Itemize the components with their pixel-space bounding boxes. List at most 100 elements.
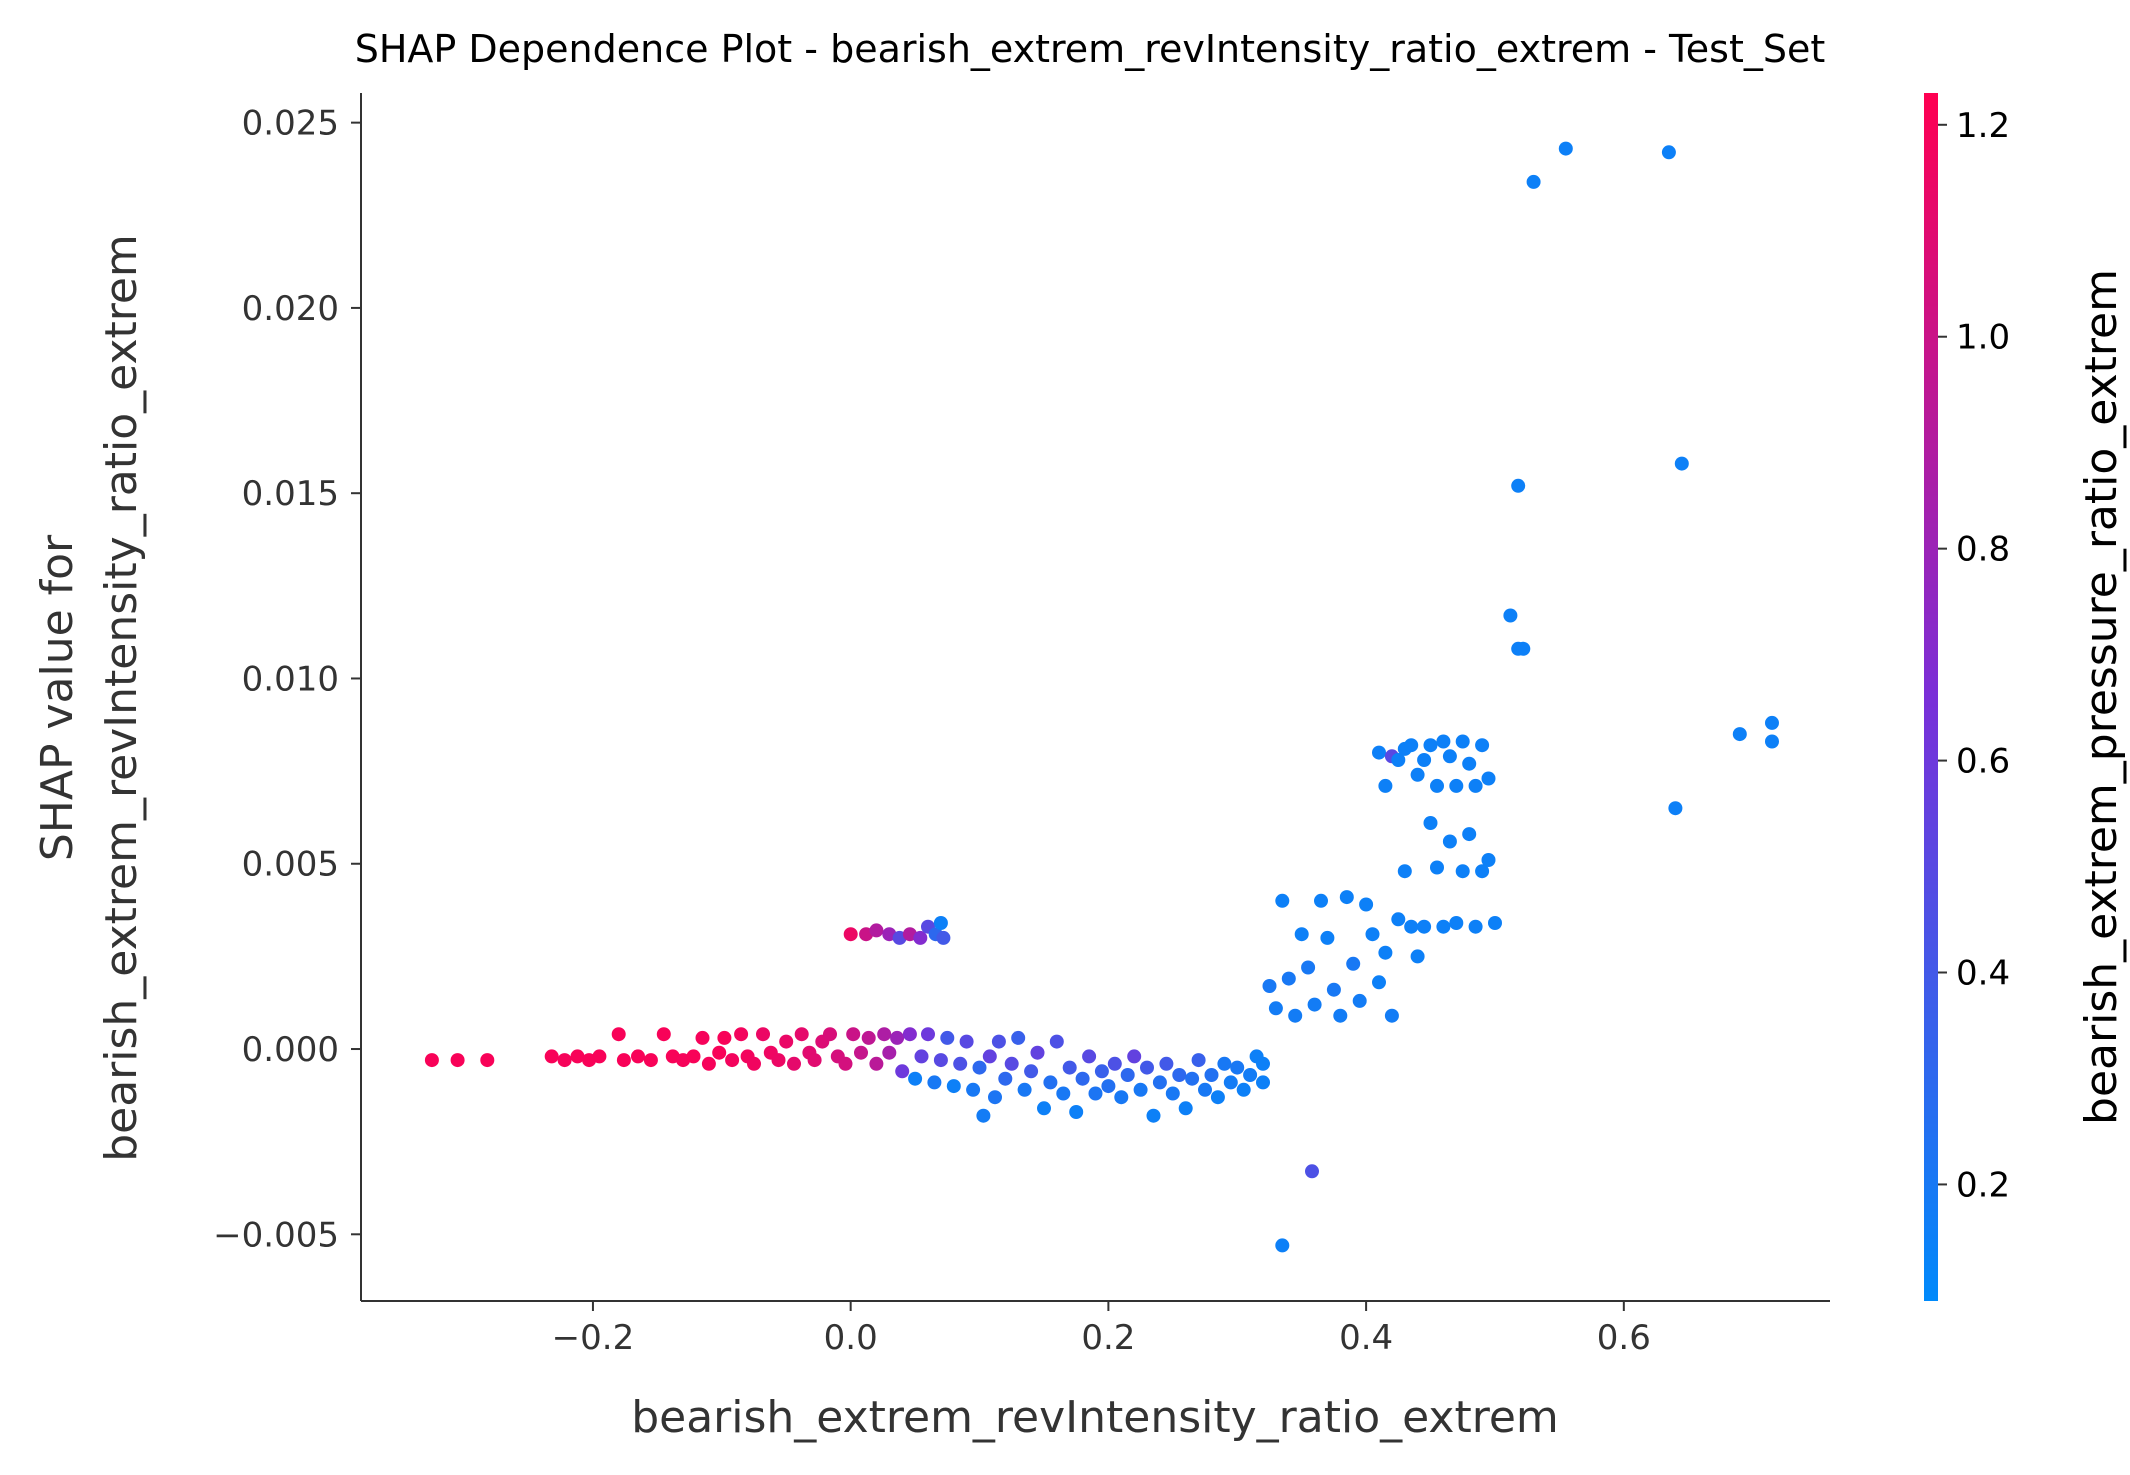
data-point: [1159, 1056, 1174, 1071]
data-point: [1430, 778, 1444, 793]
data-point: [1017, 1082, 1032, 1097]
y-tick-label: −0.005: [213, 1215, 339, 1255]
data-point: [1436, 919, 1451, 934]
data-point: [1430, 860, 1444, 875]
data-point: [1365, 927, 1380, 942]
data-point: [1256, 1075, 1270, 1090]
data-point: [933, 916, 948, 930]
data-point: [557, 1053, 572, 1068]
data-point: [895, 1064, 910, 1079]
data-point: [1101, 1079, 1116, 1094]
colorbar-label: bearish_extrem_pressure_ratio_extrem: [2076, 269, 2127, 1125]
data-point: [1558, 141, 1573, 156]
data-point: [1140, 1060, 1154, 1075]
data-point: [1410, 767, 1425, 782]
y-tick-label: 0.020: [242, 289, 339, 329]
data-point: [1198, 1082, 1212, 1097]
data-point: [1674, 456, 1689, 471]
data-point: [846, 1027, 861, 1042]
colorbar-ticks: 0.2 0.4 0.6 0.8 1.0 1.2: [1938, 106, 2010, 1205]
data-point: [1152, 1075, 1167, 1090]
data-point: [1075, 1071, 1090, 1086]
data-point: [1404, 919, 1419, 934]
data-point: [717, 1030, 732, 1045]
data-point: [877, 1027, 892, 1042]
data-point: [913, 930, 928, 945]
colorbar-tick-label: 1.0: [1956, 318, 2010, 358]
data-point: [779, 1034, 794, 1049]
data-point: [908, 1071, 923, 1086]
data-point: [1462, 756, 1477, 771]
data-point: [1475, 738, 1490, 753]
data-point: [998, 1071, 1013, 1086]
data-point: [1281, 971, 1296, 986]
data-point: [1043, 1075, 1058, 1090]
x-tick-label: 0.4: [1339, 1318, 1393, 1358]
colorbar: [1924, 93, 1938, 1301]
data-point: [1378, 778, 1393, 793]
data-point: [1230, 1060, 1245, 1075]
data-point: [1384, 1008, 1399, 1023]
data-point: [946, 1079, 961, 1094]
data-point: [611, 1027, 626, 1042]
data-point: [1481, 771, 1496, 786]
data-point: [1262, 979, 1277, 993]
data-point: [861, 1030, 876, 1045]
data-point: [1462, 827, 1477, 842]
data-point: [1372, 745, 1386, 760]
data-point: [988, 1090, 1002, 1105]
data-point: [1455, 734, 1470, 749]
data-point: [725, 1053, 740, 1068]
data-point: [1275, 893, 1290, 908]
y-tick-label: 0.010: [242, 659, 339, 699]
colorbar-tick-label: 1.2: [1956, 106, 2010, 146]
data-point: [1120, 1068, 1135, 1082]
data-point: [854, 1045, 868, 1060]
data-point: [1011, 1030, 1026, 1045]
data-point: [882, 1045, 897, 1060]
y-tick-label: 0.015: [242, 474, 339, 514]
data-point: [1275, 1238, 1290, 1253]
data-point: [1397, 864, 1412, 879]
data-point: [1481, 853, 1496, 867]
data-point: [1030, 1045, 1045, 1060]
x-tick-label: 0.2: [1081, 1318, 1135, 1358]
colorbar-tick-label: 0.2: [1956, 1165, 2010, 1205]
data-point: [1378, 945, 1393, 960]
data-point: [843, 927, 858, 942]
data-point: [1661, 145, 1676, 160]
data-point: [1107, 1056, 1122, 1071]
data-point: [1062, 1060, 1077, 1075]
data-point: [712, 1045, 727, 1060]
data-point: [695, 1030, 710, 1045]
data-point: [940, 1030, 955, 1045]
data-point: [424, 1053, 439, 1068]
axes-layer: −0.2 0.0 0.2 0.4 0.6 −0.005 0.000 0.005 0.010 0.0…: [213, 93, 1830, 1358]
data-point: [1372, 975, 1386, 990]
data-point: [1223, 1075, 1238, 1090]
data-point: [1391, 753, 1406, 767]
data-point: [756, 1027, 770, 1042]
data-point: [747, 1056, 761, 1071]
data-point: [1243, 1068, 1258, 1082]
data-point: [771, 1053, 786, 1068]
data-point: [936, 930, 951, 945]
data-point: [1468, 778, 1483, 793]
data-point: [1037, 1101, 1051, 1116]
data-point: [787, 1056, 801, 1071]
data-point: [1294, 927, 1309, 942]
data-point: [1455, 864, 1470, 879]
data-point: [959, 1034, 974, 1049]
data-point: [902, 1027, 917, 1042]
data-point: [1133, 1082, 1148, 1097]
data-point: [1024, 1064, 1039, 1079]
data-point: [450, 1053, 465, 1068]
data-point: [794, 1027, 809, 1042]
data-point: [991, 1034, 1006, 1049]
data-point: [1301, 960, 1316, 975]
y-axis-label-line-2: bearish_extrem_revIntensity_ratio_extrem: [96, 234, 147, 1162]
data-point: [1404, 738, 1419, 753]
data-point: [1326, 982, 1341, 997]
data-point: [976, 1108, 991, 1123]
